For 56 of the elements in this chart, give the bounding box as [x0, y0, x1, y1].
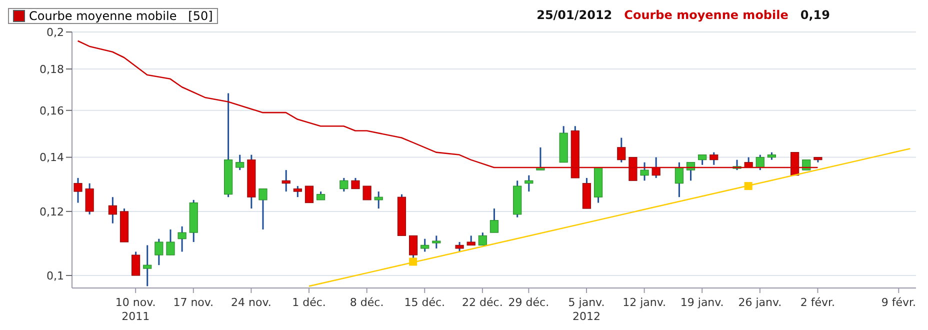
- candlestick: [178, 226, 186, 252]
- candlestick: [154, 238, 164, 266]
- candlestick: [166, 228, 175, 256]
- candlestick: [455, 241, 464, 252]
- candlestick: [293, 185, 302, 198]
- candlestick: [466, 234, 476, 246]
- candlestick: [490, 208, 499, 234]
- candlestick: [640, 162, 649, 182]
- x-tick-label: 12 janv.: [622, 296, 666, 309]
- y-tick-label: 0,2: [46, 26, 64, 39]
- candlestick: [85, 182, 94, 216]
- x-tick-label: 2 févr.: [800, 296, 836, 309]
- x-tick-label: 15 déc.: [404, 296, 446, 309]
- x-tick-label: 10 nov. 2011: [115, 296, 156, 323]
- candlestick: [282, 169, 290, 192]
- x-tick-label: 19 janv.: [680, 296, 724, 309]
- candlestick: [258, 188, 268, 230]
- candlestick: [524, 174, 534, 192]
- candlestick: [710, 152, 718, 166]
- y-tick-label: 0,18: [40, 62, 64, 76]
- x-tick-label: 17 nov.: [173, 296, 214, 309]
- x-tick-label: 26 janv.: [738, 296, 782, 309]
- candlestick: [236, 154, 244, 171]
- y-tick-label: 0,16: [40, 104, 64, 118]
- candlestick: [756, 154, 764, 171]
- candlestick: [340, 177, 348, 192]
- candlestick: [304, 186, 314, 204]
- x-tick-label: 22 déc.: [462, 296, 503, 309]
- y-tick-label: 0,12: [40, 205, 64, 218]
- candlestick: [628, 156, 638, 182]
- x-tick-label: 24 nov.: [231, 296, 272, 309]
- candlestick: [132, 250, 140, 276]
- line-series: [77, 40, 818, 168]
- candlestick: [362, 185, 372, 201]
- x-tick-label: 29 déc.: [508, 296, 550, 309]
- candlestick: [143, 244, 152, 287]
- candlestick: [698, 154, 707, 166]
- y-tick-label: 0,1: [46, 269, 64, 282]
- candlestick: [74, 177, 82, 204]
- text: Courbe moyenne mobile: [624, 8, 788, 22]
- candlestick: [108, 196, 117, 224]
- text: 25/01/2012: [536, 8, 612, 22]
- x-tick-label: 8 déc.: [350, 296, 384, 309]
- candlestick: [420, 238, 430, 252]
- candlestick: [617, 137, 626, 164]
- candlestick: [432, 234, 441, 250]
- x-tick-label: 1 déc.: [292, 296, 326, 309]
- candlestick: [790, 152, 800, 176]
- legend-label: Courbe moyenne mobile [50]: [29, 9, 213, 23]
- x-tick-label: 9 févr.: [881, 296, 916, 309]
- candlestick: [351, 177, 360, 190]
- y-tick-label: 0,14: [40, 151, 64, 164]
- text: 0,19: [800, 8, 830, 22]
- x-tick-label: 5 janv. 2012: [568, 296, 605, 323]
- candlestick: [478, 232, 487, 246]
- candlestick: [674, 162, 684, 198]
